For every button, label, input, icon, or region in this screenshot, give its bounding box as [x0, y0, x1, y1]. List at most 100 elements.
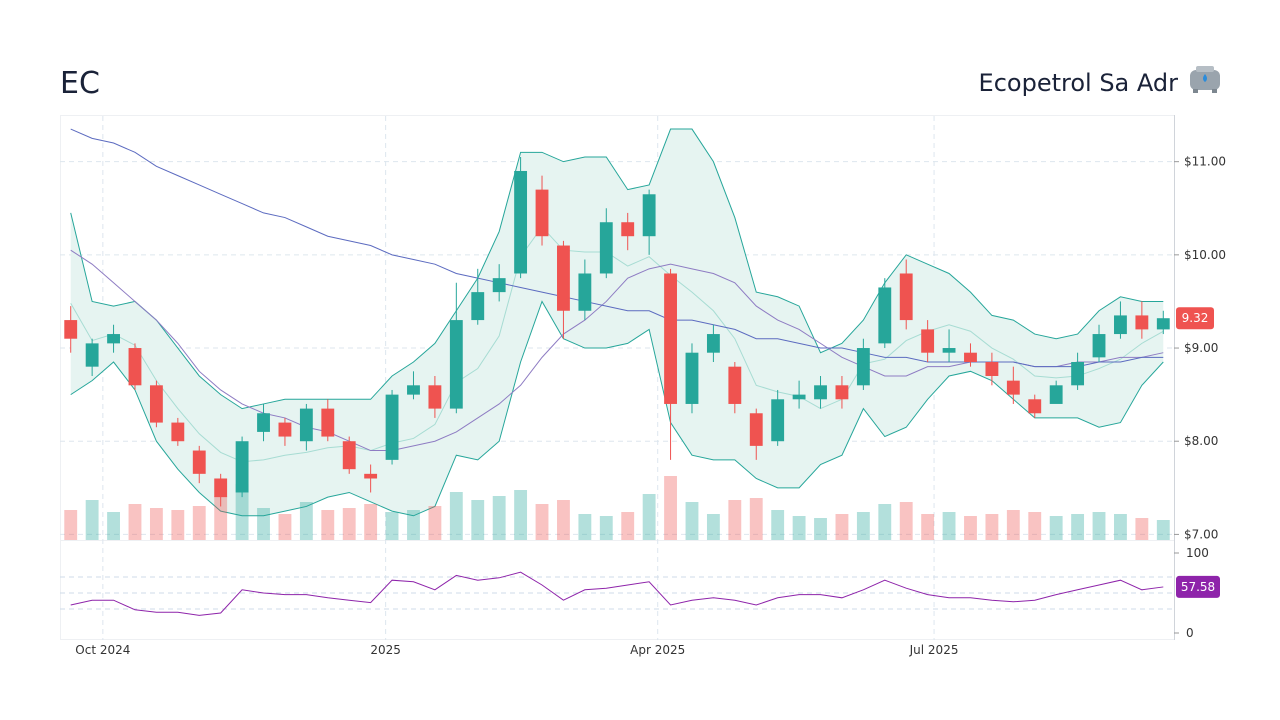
volume-bar — [878, 504, 892, 540]
candle-body — [64, 320, 78, 339]
volume-bar — [407, 510, 420, 540]
volume-bar — [257, 508, 270, 540]
volume-bar — [428, 506, 442, 540]
candle-body — [1114, 315, 1127, 335]
candle-body — [1156, 318, 1170, 330]
candle-body — [685, 352, 699, 404]
candle-body — [835, 385, 849, 400]
y-tick-label: $7.00 — [1184, 527, 1218, 541]
volume-bar — [1028, 512, 1042, 540]
rsi-line — [70, 571, 1164, 616]
candle-body — [557, 245, 570, 311]
volume-bar — [235, 484, 249, 540]
candle-body — [385, 394, 399, 460]
volume-bar — [492, 496, 506, 540]
volume-bar — [192, 506, 206, 540]
candle-body — [214, 478, 228, 498]
volume-bar — [449, 492, 463, 540]
candle-body — [771, 399, 785, 442]
candle-body — [664, 273, 677, 404]
volume-bar — [771, 510, 785, 540]
volume-bar — [856, 512, 870, 540]
volume-bar — [814, 518, 827, 540]
oil-icon — [1190, 66, 1220, 93]
x-tick-label: Jul 2025 — [909, 643, 959, 657]
candle-body — [1135, 315, 1149, 330]
volume-bar — [1135, 518, 1149, 540]
band-lower — [70, 300, 1164, 517]
candle-body — [792, 394, 806, 400]
volume-bar — [599, 516, 613, 540]
candle-body — [1028, 399, 1042, 414]
candle-body — [621, 222, 635, 237]
candle-body — [1006, 380, 1020, 395]
volume-bar — [621, 512, 635, 540]
volume-bar — [85, 500, 99, 540]
x-tick-label: Apr 2025 — [630, 643, 685, 657]
y-tick-label: $11.00 — [1184, 155, 1226, 169]
volume-bar — [1092, 512, 1106, 540]
volume-bar — [792, 516, 806, 540]
volume-bar — [664, 476, 677, 540]
candle-body — [814, 385, 827, 400]
volume-bar — [149, 508, 163, 540]
volume-bar — [557, 500, 570, 540]
volume-bar — [578, 514, 592, 540]
candle-body — [364, 473, 378, 479]
candle-body — [728, 366, 742, 404]
volume-bar — [107, 512, 120, 540]
y-tick-label: $10.00 — [1184, 248, 1226, 262]
rsi-last-label: 57.58 — [1181, 580, 1215, 594]
candle-body — [107, 334, 120, 344]
y-tick-label: $9.00 — [1184, 341, 1218, 355]
volume-bar — [1114, 514, 1127, 540]
candle-body — [128, 348, 142, 386]
volume-bar — [471, 500, 485, 540]
candle-body — [578, 273, 592, 311]
company-name: Ecopetrol Sa Adr — [979, 69, 1179, 97]
candle-body — [342, 441, 356, 470]
volume-bar — [1071, 514, 1085, 540]
candle-body — [921, 329, 935, 353]
candle-body — [878, 287, 892, 344]
candle-body — [257, 413, 270, 432]
y-tick-label: $8.00 — [1184, 434, 1218, 448]
volume-bar — [321, 510, 335, 540]
candle-body — [535, 189, 549, 237]
volume-bar — [706, 514, 720, 540]
candle-body — [642, 194, 656, 237]
volume-bar — [385, 512, 399, 540]
rsi-tick-label: 0 — [1186, 626, 1194, 640]
candle-body — [985, 362, 999, 376]
candle-body — [1092, 334, 1106, 358]
candle-body — [428, 385, 442, 409]
candle-body — [599, 222, 613, 274]
candle-body — [942, 348, 956, 353]
volume-bar — [514, 490, 528, 540]
x-tick-label: 2025 — [370, 643, 401, 657]
volume-bar — [342, 508, 356, 540]
band-upper — [70, 128, 1164, 410]
volume-bar — [64, 510, 78, 540]
volume-bar — [535, 504, 549, 540]
candle-body — [856, 348, 870, 386]
last-price-label: 9.32 — [1182, 311, 1209, 325]
moving-average — [70, 128, 1164, 368]
rsi-last-box — [1176, 575, 1220, 598]
band-area — [70, 129, 1164, 516]
candle-body — [449, 320, 463, 409]
band-middle — [70, 226, 1164, 463]
candle-body — [1071, 362, 1085, 386]
candle-body — [85, 343, 99, 367]
volume-bar — [1049, 516, 1063, 540]
candle-body — [299, 408, 313, 442]
volume-bar — [749, 498, 763, 540]
volume-bar — [128, 504, 142, 540]
candle-body — [235, 441, 249, 493]
ticker-title: EC — [60, 66, 100, 101]
candle-body — [964, 352, 977, 363]
candle-body — [171, 422, 185, 442]
candle-body — [407, 385, 420, 395]
candle-body — [471, 292, 485, 321]
